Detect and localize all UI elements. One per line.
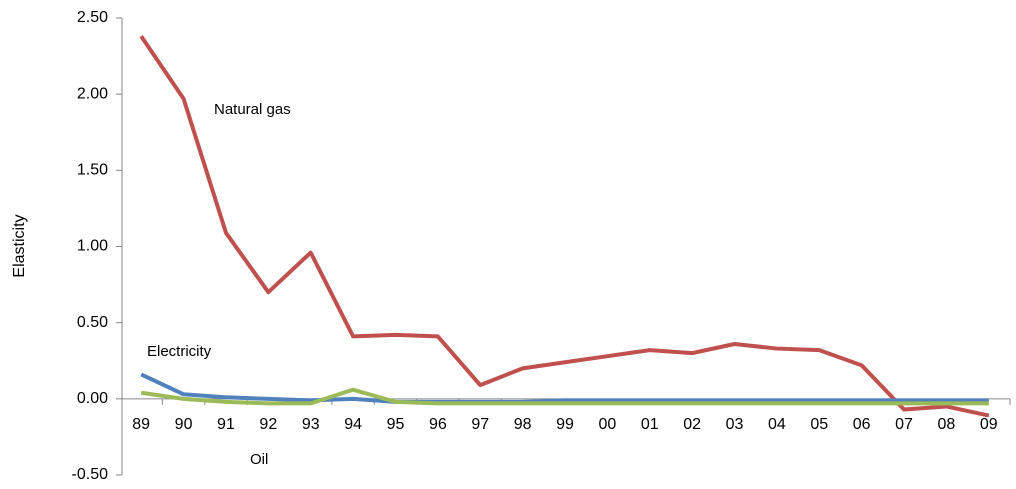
y-tick-label: 0.00 <box>77 390 108 407</box>
y-tick-label: 2.50 <box>77 9 108 26</box>
x-tick-label: 94 <box>344 416 362 433</box>
x-tick-label: 89 <box>132 416 150 433</box>
series-line <box>140 387 989 406</box>
series-line <box>139 35 990 418</box>
x-tick-label: 01 <box>641 416 659 433</box>
y-axis-label: Elasticity <box>11 214 28 277</box>
series-annotation: Electricity <box>147 343 212 360</box>
x-tick-label: 05 <box>810 416 828 433</box>
series-line <box>140 372 989 404</box>
series-annotation: Oil <box>250 451 268 468</box>
series-annotation: Natural gas <box>214 101 291 118</box>
y-tick-label: 1.50 <box>77 162 108 179</box>
x-tick-label: 03 <box>726 416 744 433</box>
x-tick-label: 97 <box>471 416 489 433</box>
x-tick-label: 99 <box>556 416 574 433</box>
y-tick-label: 2.00 <box>77 85 108 102</box>
x-tick-label: 90 <box>175 416 193 433</box>
x-tick-label: 09 <box>980 416 998 433</box>
x-tick-label: 96 <box>429 416 447 433</box>
x-tick-label: 04 <box>768 416 786 433</box>
y-tick-label: -0.50 <box>72 466 109 483</box>
x-tick-label: 06 <box>853 416 871 433</box>
x-tick-label: 91 <box>217 416 235 433</box>
x-tick-label: 95 <box>387 416 405 433</box>
x-tick-label: 02 <box>683 416 701 433</box>
x-tick-label: 98 <box>514 416 532 433</box>
x-tick-label: 93 <box>302 416 320 433</box>
y-tick-label: 1.00 <box>77 238 108 255</box>
x-tick-label: 08 <box>938 416 956 433</box>
x-tick-label: 00 <box>598 416 616 433</box>
x-tick-label: 07 <box>895 416 913 433</box>
x-tick-label: 92 <box>259 416 277 433</box>
y-tick-label: 0.50 <box>77 314 108 331</box>
